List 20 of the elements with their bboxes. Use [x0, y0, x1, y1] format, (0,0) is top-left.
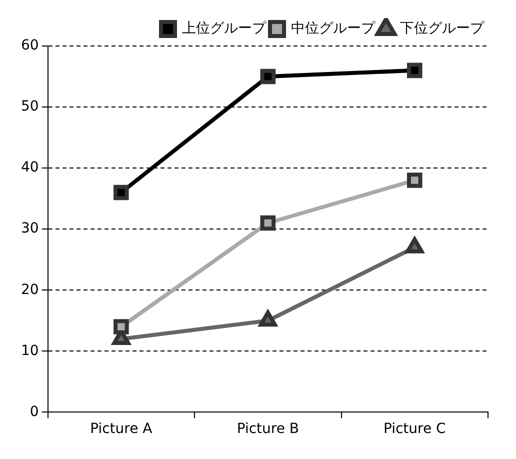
point [406, 62, 422, 78]
y-tick-label: 10 [20, 342, 39, 359]
legend-label: 中位グループ [291, 20, 376, 37]
x-tick-label: Picture A [90, 421, 153, 438]
x-tick-label: Picture C [383, 421, 446, 438]
y-tick-label: 60 [20, 38, 39, 54]
legend-label: 下位グループ [400, 20, 485, 37]
y-tick-label: 20 [20, 282, 39, 298]
point [406, 172, 422, 188]
legend-label: 上位グループ [182, 20, 267, 37]
x-tick-label: Picture B [236, 421, 300, 438]
point [114, 184, 129, 200]
point [406, 237, 424, 254]
point [260, 68, 276, 84]
point [258, 310, 277, 327]
point [260, 215, 276, 231]
y-tick-label: 30 [20, 220, 39, 237]
y-tick-label: 40 [20, 160, 39, 176]
y-tick-label: 50 [20, 98, 39, 115]
y-tick-label: 0 [30, 404, 39, 420]
